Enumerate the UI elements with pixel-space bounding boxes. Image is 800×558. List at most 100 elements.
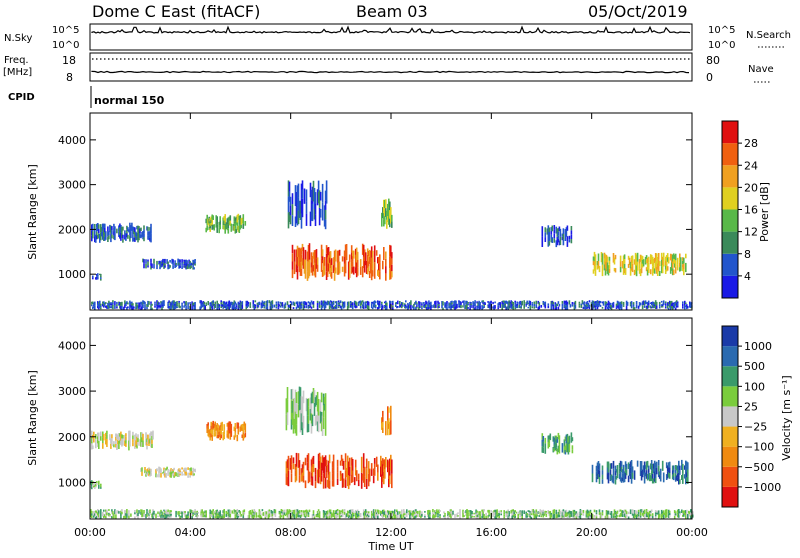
velocity-cell	[605, 512, 608, 516]
power-cell	[284, 305, 287, 307]
power-cell	[611, 302, 614, 306]
power-cell	[139, 228, 141, 234]
velocity-cell	[150, 468, 152, 473]
velocity-cell	[161, 511, 163, 514]
velocity-cell	[355, 515, 358, 519]
power-cell	[682, 257, 684, 261]
nsky-tick-left-high: 10^5	[52, 25, 79, 36]
velocity-cell	[136, 444, 138, 449]
velocity-cell	[316, 515, 319, 518]
power-cell	[343, 257, 346, 264]
power-cell	[184, 302, 186, 306]
velocity-cell	[148, 473, 150, 477]
power-colorbar-swatch	[722, 187, 738, 210]
power-cell	[458, 300, 460, 303]
velocity-cell	[434, 512, 436, 516]
power-cell	[286, 301, 289, 306]
power-cell	[236, 214, 239, 219]
velocity-cell	[654, 478, 657, 484]
power-cell	[239, 215, 242, 220]
velocity-cell	[252, 514, 255, 517]
velocity-cell	[459, 513, 461, 517]
power-cell	[643, 303, 646, 306]
power-cell	[676, 301, 679, 303]
velocity-cell	[506, 513, 508, 516]
velocity-cell	[301, 422, 304, 435]
power-cell	[374, 306, 377, 309]
nsky-label: N.Sky	[4, 33, 32, 44]
power-cell	[91, 224, 93, 230]
velocity-cell	[618, 509, 621, 513]
velocity-cell	[220, 426, 222, 431]
velocity-cell	[336, 511, 339, 514]
power-cell	[519, 302, 521, 305]
power-cell	[476, 307, 478, 310]
velocity-cell	[639, 515, 642, 518]
velocity-cell	[392, 516, 394, 519]
velocity-cell	[512, 509, 514, 512]
power-cell	[515, 304, 517, 307]
power-cell	[438, 304, 440, 307]
velocity-cell	[570, 437, 573, 443]
velocity-cell	[692, 511, 694, 515]
power-cell	[633, 259, 636, 265]
power-cell	[458, 305, 460, 308]
velocity-cell	[115, 433, 117, 437]
velocity-cell	[331, 473, 334, 481]
velocity-cell	[545, 513, 548, 516]
power-cell	[344, 244, 347, 259]
power-cell	[131, 222, 133, 231]
velocity-cell	[685, 513, 687, 516]
power-cell	[174, 260, 176, 263]
velocity-cell	[357, 511, 360, 513]
velocity-cell	[242, 423, 245, 433]
velocity-cell	[317, 468, 320, 484]
velocity-colorbar-swatch	[722, 346, 738, 367]
velocity-cell	[471, 514, 473, 516]
power-cell	[266, 303, 269, 307]
velocity-cell	[553, 509, 556, 514]
velocity-cell	[156, 474, 158, 478]
freq-trace	[91, 70, 690, 74]
velocity-cell	[302, 512, 305, 516]
power-cell	[233, 216, 236, 222]
velocity-cell	[219, 510, 221, 514]
power-cell	[296, 205, 299, 216]
velocity-cell	[322, 457, 325, 473]
velocity-cell	[268, 511, 271, 514]
velocity-cell	[597, 461, 600, 466]
velocity-cell	[609, 511, 612, 514]
power-cell	[620, 301, 623, 305]
velocity-cell	[470, 510, 472, 515]
power-cell	[186, 260, 188, 264]
power-cell	[325, 262, 328, 272]
power-cell	[170, 305, 172, 310]
power-cell	[270, 305, 273, 310]
velocity-cell	[221, 514, 223, 519]
velocity-cell	[98, 510, 100, 514]
power-cell	[355, 302, 358, 305]
velocity-cell	[393, 513, 395, 517]
power-cell	[566, 225, 569, 231]
power-cell	[360, 301, 363, 305]
power-cell	[289, 196, 292, 206]
velocity-cell	[146, 473, 148, 476]
power-cell	[554, 306, 557, 308]
power-cell	[672, 307, 675, 309]
velocity-cell	[427, 514, 429, 517]
velocity-cell	[616, 471, 619, 478]
velocity-cell	[557, 514, 560, 518]
velocity-cell	[195, 511, 197, 513]
power-cell	[608, 303, 611, 306]
velocity-cell	[657, 471, 660, 478]
velocity-cell	[338, 509, 341, 515]
power-cell	[300, 254, 303, 262]
velocity-cell	[136, 513, 138, 517]
power-cell	[607, 265, 610, 276]
power-cell	[502, 300, 504, 303]
power-cell	[660, 300, 663, 303]
power-cell	[101, 231, 103, 237]
velocity-cell	[93, 513, 95, 516]
power-cell	[201, 302, 203, 305]
velocity-cell	[671, 474, 674, 480]
